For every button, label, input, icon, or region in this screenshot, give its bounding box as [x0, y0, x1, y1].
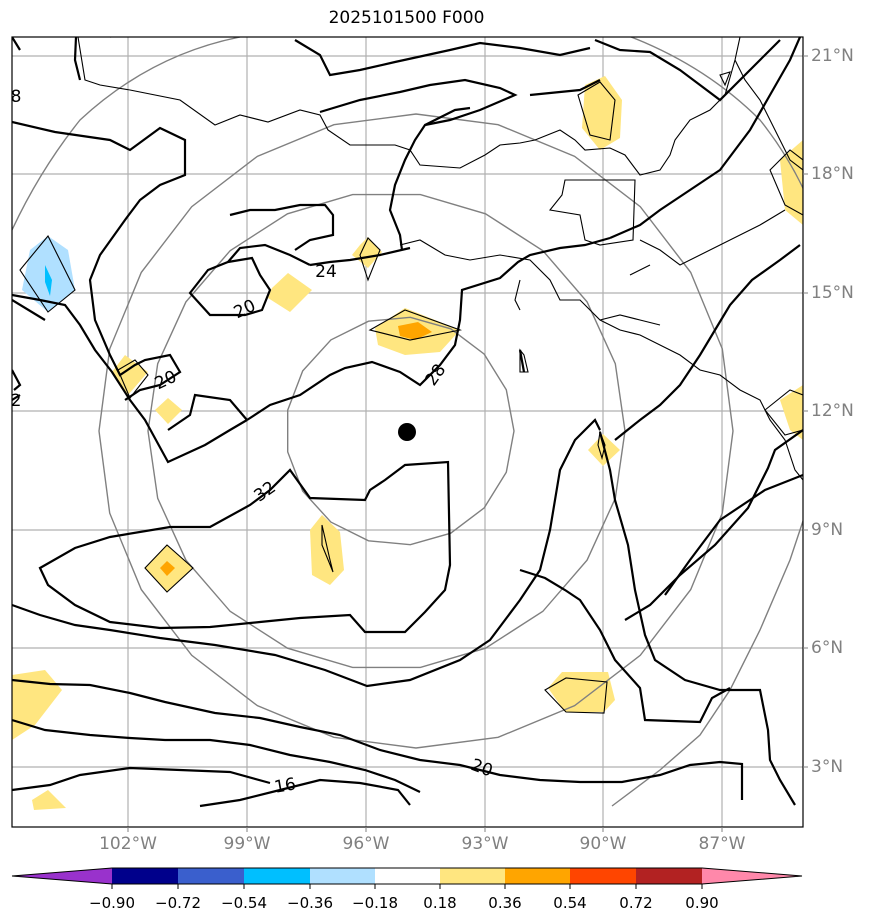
contour-label-2: 2 — [11, 391, 22, 411]
coastlines — [19, 37, 803, 714]
lon-label: 93°W — [461, 834, 509, 854]
lat-label: 18°N — [811, 164, 854, 184]
colorbar-label: −0.36 — [287, 894, 333, 912]
lat-label: 21°N — [811, 46, 854, 66]
contour-labels: 24 20 20 28 32 20 16 8 2 — [11, 87, 495, 798]
colorbar — [11, 867, 803, 889]
map-plot-area: 24 20 20 28 32 20 16 8 2 — [11, 37, 803, 827]
contours — [12, 37, 803, 808]
contour-label-24: 24 — [315, 262, 337, 282]
lon-label: 99°W — [223, 834, 271, 854]
colorbar-segment-extend-low — [12, 868, 112, 884]
colorbar-segment — [570, 868, 636, 884]
colorbar-segment — [310, 868, 375, 884]
contour-label-20-north: 20 — [231, 296, 259, 323]
colorbar-label: 0.18 — [423, 894, 457, 912]
storm-center-dot — [398, 423, 416, 441]
axis-ticks — [127, 55, 808, 832]
contour-label-28: 28 — [422, 361, 451, 390]
contour-label-8: 8 — [11, 87, 22, 107]
colorbar-segment — [375, 868, 440, 884]
map-frame — [11, 36, 804, 828]
colorbar-label: 0.72 — [619, 894, 653, 912]
colorbar-segment — [178, 868, 244, 884]
lat-label: 9°N — [811, 520, 844, 540]
lat-label: 15°N — [811, 283, 854, 303]
contour-label-16: 16 — [273, 774, 298, 797]
contour-label-20-south: 20 — [468, 755, 495, 781]
colorbar-label: 0.36 — [488, 894, 522, 912]
lat-label: 6°N — [811, 638, 844, 658]
map-title: 2025101500 F000 — [328, 8, 485, 28]
shaded-field — [12, 76, 803, 810]
colorbar-segment-extend-high — [702, 868, 802, 884]
lon-label: 102°W — [99, 834, 157, 854]
colorbar-label: −0.72 — [155, 894, 201, 912]
lat-label: 12°N — [811, 401, 854, 421]
colorbar-label: −0.18 — [352, 894, 398, 912]
colorbar-label: 0.54 — [553, 894, 587, 912]
colorbar-segment — [244, 868, 310, 884]
colorbar-segment — [112, 868, 178, 884]
lon-label: 87°W — [698, 834, 746, 854]
lat-label: 3°N — [811, 757, 844, 777]
lon-label: 96°W — [342, 834, 390, 854]
lon-label: 90°W — [579, 834, 627, 854]
gridlines — [12, 37, 803, 827]
colorbar-segment — [440, 868, 505, 884]
colorbar-label: 0.90 — [685, 894, 719, 912]
colorbar-segment — [636, 868, 702, 884]
colorbar-label: −0.90 — [89, 894, 135, 912]
colorbar-segment — [505, 868, 570, 884]
colorbar-label: −0.54 — [221, 894, 267, 912]
